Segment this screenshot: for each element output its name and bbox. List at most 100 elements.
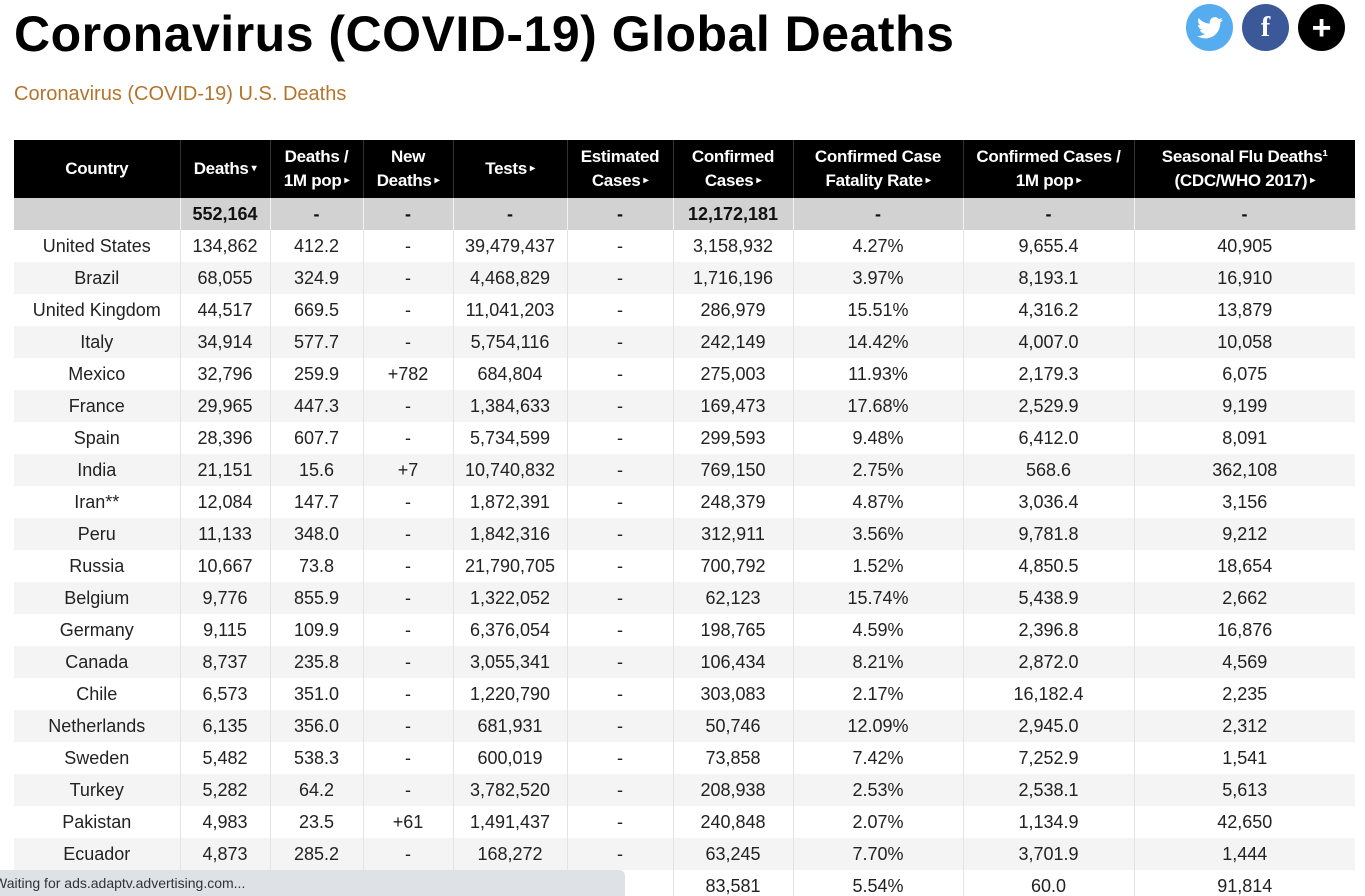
sort-icon[interactable]: ▸ <box>1076 175 1082 187</box>
cell-tests: 1,322,052 <box>453 582 568 614</box>
cell-cases-per-1m: 9,781.8 <box>963 518 1135 550</box>
column-header-tests[interactable]: Tests ▸ <box>453 140 568 198</box>
cell-fatality-rate: 7.42% <box>793 742 964 774</box>
cell-country: Germany <box>14 614 181 646</box>
cell-fatality-rate: 2.75% <box>793 454 964 486</box>
cell-fatality-rate: 15.74% <box>793 582 964 614</box>
cell-tests: 168,272 <box>453 838 568 870</box>
header-label: Confirmed Case <box>814 146 942 166</box>
cell-new-deaths: - <box>363 582 454 614</box>
cell-deaths: 32,796 <box>180 358 271 390</box>
more-share-button[interactable]: + <box>1298 4 1345 51</box>
header-label-line2: (CDC/WHO 2017) <box>1174 170 1308 190</box>
cell-confirmed-cases: 73,858 <box>673 742 794 774</box>
cell-seasonal-flu-deaths: 1,541 <box>1134 742 1355 774</box>
cell-new-deaths: +61 <box>363 806 454 838</box>
cell-seasonal-flu-deaths: 9,199 <box>1134 390 1355 422</box>
cell-confirmed-cases: 106,434 <box>673 646 794 678</box>
facebook-icon: f <box>1260 11 1271 43</box>
cell-deaths-per-1m: 855.9 <box>270 582 364 614</box>
cell-confirmed-cases: 1,716,196 <box>673 262 794 294</box>
cell-fatality-rate: 12.09% <box>793 710 964 742</box>
cell-deaths: 4,873 <box>180 838 271 870</box>
cell-deaths-per-1m: 577.7 <box>270 326 364 358</box>
sort-icon[interactable]: ▸ <box>756 175 762 187</box>
total-new-deaths: - <box>363 198 454 230</box>
cell-tests: 5,734,599 <box>453 422 568 454</box>
facebook-share-button[interactable]: f <box>1242 4 1289 51</box>
cell-estimated-cases: - <box>567 390 674 422</box>
cell-cases-per-1m: 568.6 <box>963 454 1135 486</box>
cell-cases-per-1m: 2,179.3 <box>963 358 1135 390</box>
header-label: Country <box>65 159 129 178</box>
cell-estimated-cases: - <box>567 294 674 326</box>
global-deaths-table: Country Deaths ▾ Deaths /1M pop ▸ New Deaths ▸ T… <box>14 140 1356 896</box>
column-header-fatality-rate[interactable]: Confirmed Case Fatality Rate ▸ <box>793 140 964 198</box>
cell-deaths-per-1m: 23.5 <box>270 806 364 838</box>
cell-new-deaths: - <box>363 550 454 582</box>
cell-fatality-rate: 14.42% <box>793 326 964 358</box>
twitter-share-button[interactable] <box>1186 4 1233 51</box>
sort-desc-icon[interactable]: ▾ <box>251 163 257 175</box>
cell-new-deaths: - <box>363 742 454 774</box>
cell-fatality-rate: 3.97% <box>793 262 964 294</box>
cell-cases-per-1m: 16,182.4 <box>963 678 1135 710</box>
cell-cases-per-1m: 6,412.0 <box>963 422 1135 454</box>
sort-icon[interactable]: ▸ <box>1310 175 1315 187</box>
header-label-line2: Deaths <box>376 170 432 190</box>
cell-country: Sweden <box>14 742 181 774</box>
column-header-seasonal-flu-deaths[interactable]: Seasonal Flu Deaths¹ (CDC/WHO 2017) ▸ <box>1134 140 1355 198</box>
sort-icon[interactable]: ▸ <box>344 175 350 187</box>
cell-seasonal-flu-deaths: 16,910 <box>1134 262 1355 294</box>
cell-cases-per-1m: 7,252.9 <box>963 742 1135 774</box>
cell-tests: 1,384,633 <box>453 390 568 422</box>
cell-seasonal-flu-deaths: 9,212 <box>1134 518 1355 550</box>
header-label-line2: 1M pop <box>283 170 342 190</box>
total-fatality-rate: - <box>793 198 964 230</box>
sort-icon[interactable]: ▸ <box>643 175 649 187</box>
cell-deaths: 29,965 <box>180 390 271 422</box>
column-header-deaths[interactable]: Deaths ▾ <box>180 140 271 198</box>
cell-confirmed-cases: 62,123 <box>673 582 794 614</box>
cell-fatality-rate: 2.17% <box>793 678 964 710</box>
table-row: Russia 10,667 73.8-21,790,705-700,792 1.52%… <box>14 550 1355 582</box>
cell-deaths: 21,151 <box>180 454 271 486</box>
cell-estimated-cases: - <box>567 422 674 454</box>
us-deaths-link[interactable]: Coronavirus (COVID-19) U.S. Deaths <box>14 83 347 105</box>
cell-fatality-rate: 7.70% <box>793 838 964 870</box>
column-header-new-deaths[interactable]: New Deaths ▸ <box>363 140 454 198</box>
column-header-country[interactable]: Country <box>14 140 181 198</box>
cell-tests: 6,376,054 <box>453 614 568 646</box>
column-header-confirmed-cases[interactable]: Confirmed Cases ▸ <box>673 140 794 198</box>
cell-confirmed-cases: 312,911 <box>673 518 794 550</box>
cell-seasonal-flu-deaths: 5,613 <box>1134 774 1355 806</box>
total-seasonal-flu-deaths: - <box>1134 198 1356 230</box>
cell-new-deaths: - <box>363 774 454 806</box>
cell-confirmed-cases: 700,792 <box>673 550 794 582</box>
cell-seasonal-flu-deaths: 10,058 <box>1134 326 1355 358</box>
cell-deaths: 4,983 <box>180 806 271 838</box>
cell-cases-per-1m: 5,438.9 <box>963 582 1135 614</box>
column-header-estimated-cases[interactable]: Estimated Cases ▸ <box>567 140 674 198</box>
cell-tests: 5,754,116 <box>453 326 568 358</box>
cell-deaths: 5,482 <box>180 742 271 774</box>
cell-deaths: 12,084 <box>180 486 271 518</box>
cell-confirmed-cases: 198,765 <box>673 614 794 646</box>
cell-cases-per-1m: 60.0 <box>963 870 1135 896</box>
column-header-deaths-per-1m[interactable]: Deaths / 1M pop ▸ <box>270 140 364 198</box>
cell-new-deaths: - <box>363 678 454 710</box>
table-row: Ecuador 4,873 285.2-168,272-63,245 7.70% 3,7… <box>14 838 1355 870</box>
cell-deaths-per-1m: 348.0 <box>270 518 364 550</box>
cell-country: Ecuador <box>14 838 181 870</box>
cell-estimated-cases: - <box>567 614 674 646</box>
sort-icon[interactable]: ▸ <box>529 163 535 175</box>
sort-icon[interactable]: ▸ <box>925 175 931 187</box>
sort-icon[interactable]: ▸ <box>434 175 440 187</box>
cell-confirmed-cases: 286,979 <box>673 294 794 326</box>
column-header-cases-per-1m[interactable]: Confirmed Cases / 1M pop ▸ <box>963 140 1135 198</box>
cell-confirmed-cases: 769,150 <box>673 454 794 486</box>
cell-seasonal-flu-deaths: 16,876 <box>1134 614 1355 646</box>
table-row: Peru 11,133 348.0-1,842,316-312,911 3.56% 9,… <box>14 518 1355 550</box>
table-row: Brazil 68,055 324.9-4,468,829-1,716,196 3.9… <box>14 262 1355 294</box>
cell-cases-per-1m: 4,007.0 <box>963 326 1135 358</box>
